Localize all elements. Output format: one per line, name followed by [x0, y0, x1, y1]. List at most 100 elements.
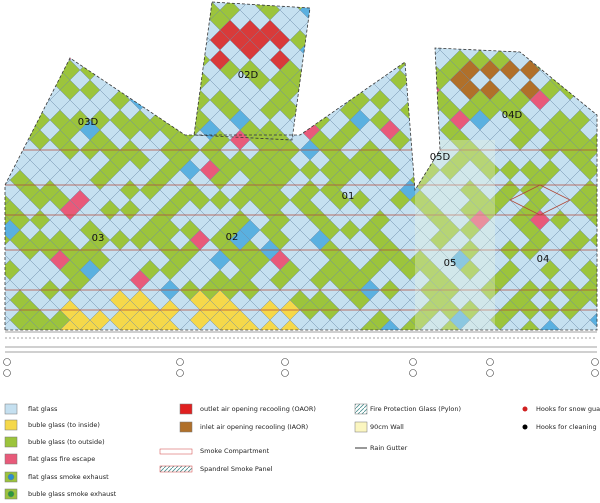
glass-cell [5, 100, 20, 120]
glass-cell [510, 30, 530, 50]
glass-cell [410, 70, 430, 90]
glass-cell [390, 2, 410, 10]
glass-cell [410, 90, 430, 110]
glass-cell [590, 70, 597, 90]
glass-cell [50, 2, 70, 10]
zone-label: 04 [537, 254, 550, 265]
glass-cell [500, 2, 520, 20]
glass-cell [530, 10, 550, 30]
glass-cell [10, 90, 30, 110]
legend-label: flat glass [28, 405, 58, 413]
glass-cell [60, 40, 80, 60]
glass-cell [360, 40, 380, 60]
glass-cell [170, 50, 190, 70]
glass-cell [160, 40, 180, 60]
glass-cell [5, 40, 20, 60]
glass-cell [350, 30, 370, 50]
glass-cell [450, 10, 470, 30]
glass-cell [5, 110, 10, 130]
glass-cell [150, 90, 170, 110]
glass-cell [490, 2, 510, 10]
glass-cell [180, 2, 200, 20]
glass-cell [300, 80, 320, 100]
glass-cell [100, 60, 120, 80]
glass-cell [30, 50, 50, 70]
legend-label: Hooks for cleaning [536, 423, 597, 431]
glass-cell [120, 2, 140, 20]
glass-cell [470, 2, 490, 10]
glass-cell [40, 20, 60, 40]
glass-cell [5, 10, 10, 30]
glass-cell [5, 30, 10, 50]
zone-label: 05D [430, 152, 451, 163]
glass-cell [570, 50, 590, 70]
glass-cell [50, 10, 70, 30]
legend-label: 90cm Wall [370, 423, 404, 431]
glass-cell [5, 2, 20, 20]
glass-cell [310, 50, 330, 70]
glass-cell [10, 10, 30, 30]
glass-cell [420, 2, 440, 20]
glass-cell [110, 2, 130, 10]
glass-cell [480, 2, 500, 20]
glass-cell [320, 60, 340, 80]
legend-label: buble glass smoke exhaust [28, 490, 117, 498]
glass-cell [20, 40, 40, 60]
glass-cell [160, 100, 180, 120]
glass-cell [90, 30, 110, 50]
glass-cell [30, 2, 50, 10]
glass-cell [460, 2, 480, 20]
glass-cell [420, 20, 440, 40]
glass-cell [170, 30, 190, 50]
zone-label: 04D [502, 110, 523, 121]
glass-cell [570, 10, 590, 30]
glass-cell [580, 80, 597, 100]
legend-label: Spandrel Smoke Panel [200, 465, 273, 473]
glass-cell [170, 2, 190, 10]
glass-cell [50, 30, 70, 50]
zone-label: 03 [92, 233, 105, 244]
axis-lines [5, 331, 597, 353]
glass-cell [10, 70, 30, 90]
glass-cell [300, 60, 320, 80]
legend-label: Smoke Compartment [200, 447, 270, 455]
legend-label: Fire Protection Glass (Pylon) [370, 405, 461, 413]
legend-label: Rain Gutter [370, 444, 408, 452]
glass-cell [190, 10, 210, 30]
zone-label: 03D [78, 117, 99, 128]
glass-cell [10, 110, 30, 130]
glass-cell [320, 2, 340, 20]
grid-markers [3, 358, 599, 377]
glass-cell [590, 30, 597, 50]
glass-cell [20, 100, 40, 120]
legend-label: flat glass fire escape [28, 455, 95, 463]
glass-cell [20, 2, 40, 20]
glass-field [5, 2, 597, 330]
glass-cell [540, 20, 560, 40]
glass-cell [410, 110, 430, 130]
glass-cell [360, 20, 380, 40]
glass-cell [310, 70, 330, 90]
glass-cell [5, 90, 10, 110]
glass-cell [410, 130, 430, 150]
glass-cell [130, 30, 150, 50]
legend-label: buble glass (to outside) [28, 438, 105, 446]
legend-label: outlet air opening recooling (OAOR) [200, 405, 316, 413]
glass-cell [550, 30, 570, 50]
glass-cell [180, 40, 200, 60]
zone-label: 02 [226, 232, 239, 243]
glass-cell [30, 70, 50, 90]
glass-cell [360, 60, 380, 80]
glass-cell [150, 30, 170, 50]
glass-cell [180, 60, 200, 80]
glass-cell [370, 50, 390, 70]
glass-cell [410, 2, 430, 10]
glass-cell [490, 30, 510, 50]
glass-cell [590, 10, 597, 30]
glass-cell [330, 50, 350, 70]
glass-cell [90, 10, 110, 30]
glass-cell [320, 80, 340, 100]
zone-label: 02D [238, 70, 259, 81]
legend-label: buble glass (to inside) [28, 421, 100, 429]
